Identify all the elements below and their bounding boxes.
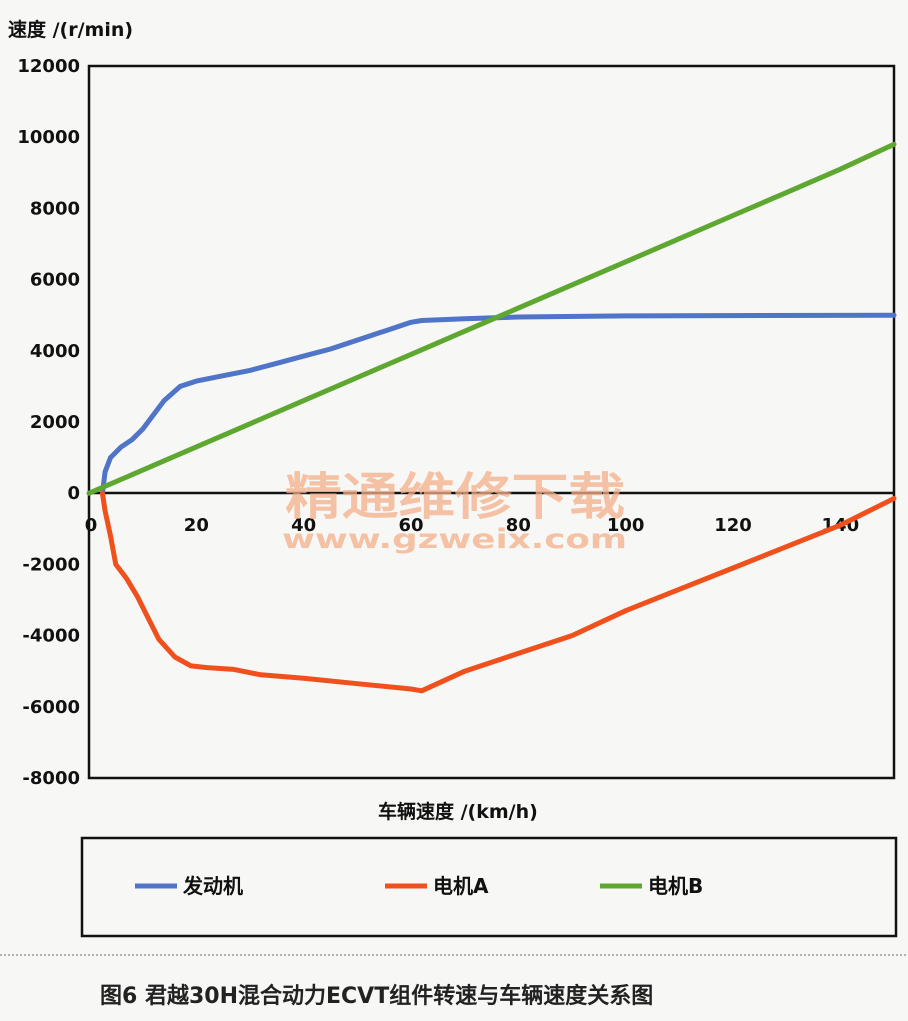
series-line-3	[86, 141, 897, 496]
legend-label-2: 电机A	[433, 874, 489, 898]
y-tick-labels: 12000 10000 8000 6000 4000 2000 0 -2000 -4000 -60…	[17, 56, 80, 789]
series-layer	[86, 141, 897, 694]
y-tick-label: 12000	[17, 56, 80, 77]
y-tick-label: 2000	[30, 412, 80, 433]
x-tick-label: 40	[291, 515, 316, 536]
y-tick-label: 0	[67, 483, 80, 504]
legend-label-3: 电机B	[648, 874, 703, 898]
x-tick-label: 0	[85, 515, 98, 536]
watermark: 精通维修下载 www.gzweix.com	[282, 468, 627, 555]
legend-label-1: 发动机	[182, 874, 243, 898]
y-tick-label: -8000	[22, 768, 80, 789]
y-tick-label: -4000	[22, 626, 80, 647]
x-axis-label: 车辆速度 /(km/h)	[378, 800, 538, 823]
y-axis-label: 速度 /(r/min)	[8, 18, 133, 41]
series-line-1	[99, 312, 897, 496]
x-tick-label: 100	[607, 515, 645, 536]
y-tick-label: 4000	[30, 341, 80, 362]
y-tick-label: -2000	[22, 554, 80, 575]
x-tick-label: 60	[398, 515, 423, 536]
legend: 发动机 电机A 电机B	[135, 874, 703, 898]
x-tick-label: 20	[184, 515, 209, 536]
plot-area-frame	[87, 64, 896, 780]
y-tick-label: 8000	[30, 198, 80, 219]
y-tick-label: -6000	[22, 697, 80, 718]
x-tick-label: 120	[714, 515, 752, 536]
watermark-main: 精通维修下载	[285, 468, 625, 526]
y-tick-label: 6000	[30, 270, 80, 291]
legend-box	[80, 836, 898, 938]
y-tick-label: 10000	[17, 127, 80, 148]
x-tick-label: 80	[506, 515, 531, 536]
figure-caption: 图6 君越30H混合动力ECVT组件转速与车辆速度关系图	[100, 983, 653, 1009]
watermark-sub: www.gzweix.com	[282, 524, 627, 555]
series-line-2	[99, 490, 897, 694]
